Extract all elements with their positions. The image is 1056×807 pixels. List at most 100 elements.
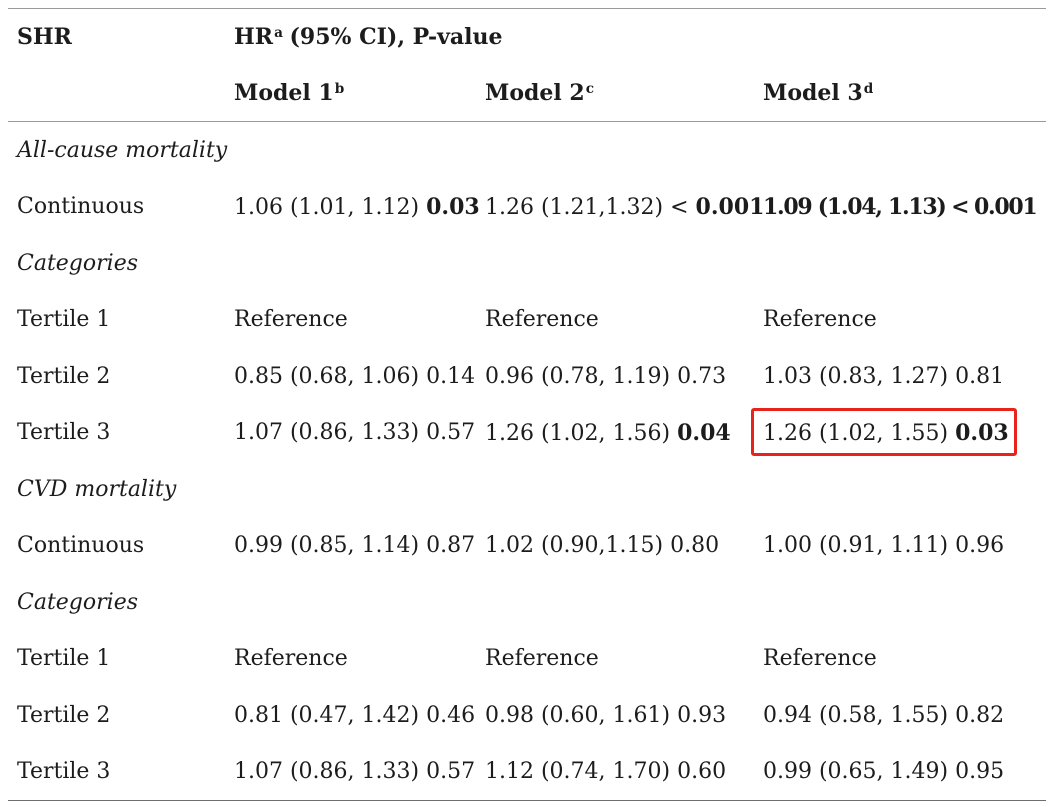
cell-value: 1.09 (1.04, 1.13) < 0.001 — [763, 193, 1038, 220]
p-value: 0.73 — [677, 363, 727, 389]
header-row-1: SHR HRa (95% CI), P-value — [8, 9, 1046, 65]
table-row: Continuous 1.06 (1.01, 1.12) 0.03 1.26 (1.… — [8, 179, 1046, 236]
model-2-cell: 1.12 (0.74, 1.70) 0.60 — [485, 744, 763, 801]
cell-value: 1.26 (1.02, 1.56) 0.04 — [485, 420, 731, 446]
p-value: 0.57 — [426, 420, 476, 446]
row-label: Tertile 1 — [17, 646, 111, 672]
column-header-model-2: Model 2c — [485, 65, 763, 121]
p-value: 0.93 — [677, 702, 727, 728]
p-value: 0.03 — [426, 193, 480, 220]
model-1-cell: 0.81 (0.47, 1.42) 0.46 — [234, 687, 485, 744]
column-header-model-1: Model 1b — [234, 65, 485, 121]
cell-value: Reference — [485, 646, 599, 671]
cell-value: 0.98 (0.60, 1.61) 0.93 — [485, 703, 726, 728]
hr-estimate: 0.99 (0.85, 1.14) — [234, 533, 420, 559]
cell-value: 1.07 (0.86, 1.33) 0.57 — [234, 420, 475, 445]
model-3-cell: 0.94 (0.58, 1.55) 0.82 — [763, 687, 1046, 744]
column-header-hr: HRa (95% CI), P-value — [234, 9, 1046, 65]
hr-estimate: 0.85 (0.68, 1.06) — [234, 363, 420, 389]
hr-estimate: Reference — [485, 646, 599, 672]
p-value: 0.001 — [695, 193, 765, 220]
cell-value: 0.99 (0.65, 1.49) 0.95 — [763, 759, 1004, 784]
model-3-label: Model 3 — [763, 80, 863, 106]
hr-estimate: 1.26 (1.21,1.32) — [485, 194, 664, 220]
row-label: Tertile 2 — [17, 702, 111, 728]
row-label: Tertile 3 — [17, 759, 111, 785]
p-value: 0.60 — [677, 759, 727, 785]
cell-value: 0.85 (0.68, 1.06) 0.14 — [234, 364, 475, 389]
model-1-cell: 0.85 (0.68, 1.06) 0.14 — [234, 348, 485, 405]
row-label: Tertile 1 — [17, 307, 111, 333]
hr-estimate: 1.26 (1.02, 1.56) — [485, 420, 671, 446]
hr-estimate: 1.06 (1.01, 1.12) — [234, 194, 420, 220]
hr-estimate: 1.02 (0.90,1.15) — [485, 533, 664, 559]
hr-estimate: 1.26 (1.02, 1.55) — [763, 420, 949, 446]
p-value: 0.03 — [955, 419, 1009, 446]
cell-value: 1.26 (1.21,1.32) < 0.001 — [485, 194, 764, 220]
cell-value: Reference — [485, 307, 599, 332]
footnote-marker-b: b — [334, 80, 345, 97]
section-header-row: Categories — [8, 235, 1046, 292]
cell-value: 0.94 (0.58, 1.55) 0.82 — [763, 703, 1004, 728]
hr-estimate: Reference — [763, 307, 877, 333]
model-2-cell: 1.02 (0.90,1.15) 0.80 — [485, 518, 763, 575]
row-label: Continuous — [17, 194, 145, 220]
model-3-cell: 1.26 (1.02, 1.55) 0.03 — [751, 405, 1046, 462]
p-value: 0.81 — [955, 363, 1005, 389]
hr-estimate: 1.12 (0.74, 1.70) — [485, 759, 671, 785]
cell-value: 1.00 (0.91, 1.11) 0.96 — [763, 533, 1004, 558]
p-value-prefix: < — [670, 194, 689, 220]
p-value: 0.46 — [426, 702, 476, 728]
p-value: 0.96 — [955, 533, 1005, 559]
section-label: Categories — [17, 589, 138, 615]
cell-value: 1.02 (0.90,1.15) 0.80 — [485, 533, 719, 558]
row-label: Continuous — [17, 533, 145, 559]
results-table: SHR HRa (95% CI), P-value Model 1b Model … — [8, 8, 1046, 801]
cell-value: 1.06 (1.01, 1.12) 0.03 — [234, 194, 480, 220]
table-row: Tertile 1 Reference Reference Reference — [8, 292, 1046, 349]
model-3-cell: Reference — [763, 292, 1046, 349]
footnote-marker-a: a — [274, 24, 283, 41]
p-value: 0.95 — [955, 759, 1005, 785]
model-2-cell: Reference — [485, 631, 763, 688]
hr-ci-p-label: (95% CI), P-value — [289, 24, 503, 50]
model-2-cell: 0.98 (0.60, 1.61) 0.93 — [485, 687, 763, 744]
model-1-header-text: Model 1b — [234, 80, 344, 106]
row-label: Tertile 2 — [17, 363, 111, 389]
table-header: SHR HRa (95% CI), P-value Model 1b Model … — [8, 9, 1046, 122]
cell-value: 1.03 (0.83, 1.27) 0.81 — [763, 364, 1004, 389]
hr-estimate: 1.07 (0.86, 1.33) — [234, 759, 420, 785]
model-2-label: Model 2 — [485, 80, 585, 106]
hr-estimate: 1.09 (1.04, 1.13) — [763, 193, 947, 220]
table-row: Tertile 1 Reference Reference Reference — [8, 631, 1046, 688]
cell-value: 0.99 (0.85, 1.14) 0.87 — [234, 533, 475, 558]
model-2-cell: 0.96 (0.78, 1.19) 0.73 — [485, 348, 763, 405]
column-header-shr: SHR — [17, 24, 72, 50]
model-3-cell: 0.99 (0.65, 1.49) 0.95 — [763, 744, 1046, 801]
cell-value: Reference — [763, 307, 877, 332]
column-header-model-3: Model 3d — [763, 65, 1046, 121]
section-header-row: Categories — [8, 574, 1046, 631]
cell-value: Reference — [763, 646, 877, 671]
section-label: Categories — [17, 250, 138, 276]
model-2-cell: 1.26 (1.02, 1.56) 0.04 — [485, 405, 763, 462]
hr-estimate: 1.07 (0.86, 1.33) — [234, 420, 420, 446]
model-1-cell: 1.07 (0.86, 1.33) 0.57 — [234, 744, 485, 801]
p-value: 0.57 — [426, 759, 476, 785]
hr-estimate: 0.94 (0.58, 1.55) — [763, 702, 949, 728]
model-1-cell: Reference — [234, 292, 485, 349]
cell-value: 1.26 (1.02, 1.55) 0.03 — [763, 420, 1009, 446]
hr-estimate: 1.03 (0.83, 1.27) — [763, 363, 949, 389]
p-value: 0.87 — [426, 533, 476, 559]
footnote-marker-c: c — [585, 80, 595, 97]
table-row: Continuous 0.99 (0.85, 1.14) 0.87 1.02 (0.… — [8, 518, 1046, 575]
cell-value: 0.81 (0.47, 1.42) 0.46 — [234, 703, 475, 728]
cell-value: 1.07 (0.86, 1.33) 0.57 — [234, 759, 475, 784]
hr-header-text: HRa (95% CI), P-value — [234, 24, 503, 50]
hr-estimate: 0.99 (0.65, 1.49) — [763, 759, 949, 785]
header-row-2: Model 1b Model 2c Model 3d — [8, 65, 1046, 121]
model-2-cell: Reference — [485, 292, 763, 349]
hr-estimate: Reference — [234, 646, 348, 672]
table-row: Tertile 3 1.07 (0.86, 1.33) 0.57 1.26 (1.0… — [8, 405, 1046, 462]
model-1-label: Model 1 — [234, 80, 334, 106]
